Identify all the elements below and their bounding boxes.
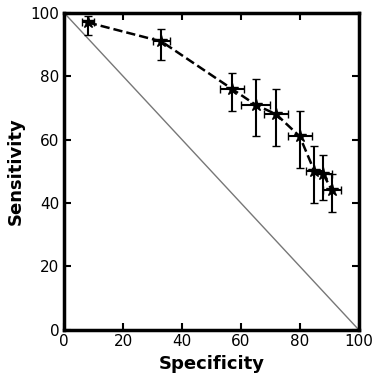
X-axis label: Specificity: Specificity (158, 355, 264, 373)
Y-axis label: Sensitivity: Sensitivity (7, 117, 25, 225)
